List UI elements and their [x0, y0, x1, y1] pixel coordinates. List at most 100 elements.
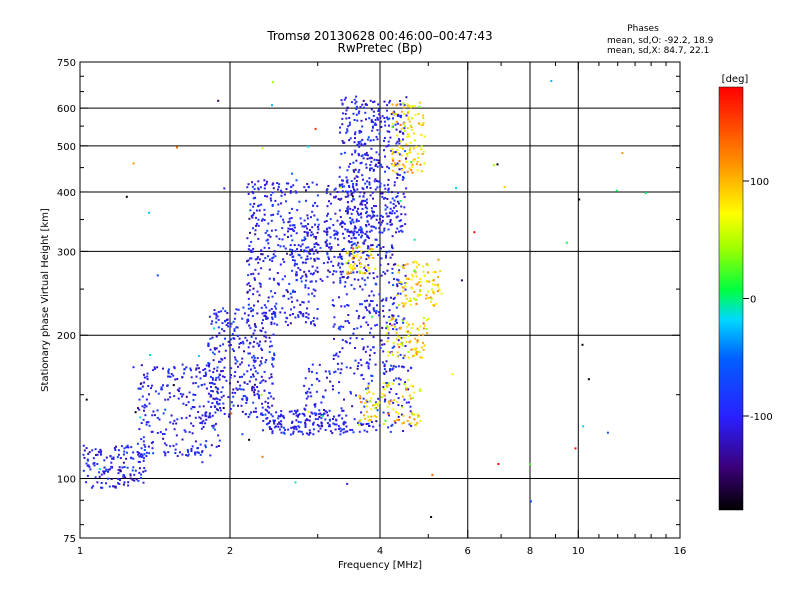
data-point	[351, 153, 354, 156]
data-point	[313, 323, 316, 326]
data-point	[254, 258, 257, 261]
data-point	[384, 155, 386, 158]
data-point	[365, 224, 367, 226]
data-point	[159, 431, 162, 434]
data-point	[347, 211, 349, 214]
data-point	[267, 222, 270, 225]
data-point	[300, 256, 303, 259]
data-point	[421, 124, 424, 126]
data-point	[370, 379, 373, 382]
data-point	[188, 391, 191, 394]
data-point	[392, 354, 395, 356]
data-point	[282, 245, 285, 248]
chart-subtitle: RwPretec (Bp)	[338, 41, 423, 55]
data-point	[496, 163, 499, 166]
data-point	[390, 388, 393, 390]
data-point	[396, 264, 399, 267]
data-point	[396, 355, 399, 358]
data-point	[301, 239, 304, 242]
data-point	[290, 185, 293, 188]
data-point	[145, 405, 148, 408]
data-point	[393, 181, 396, 184]
data-point	[393, 206, 396, 209]
data-point	[325, 192, 328, 194]
data-point	[320, 414, 323, 417]
data-point	[223, 376, 226, 379]
data-point	[391, 314, 394, 317]
data-point	[307, 252, 310, 255]
data-point	[396, 165, 399, 167]
data-point	[247, 259, 250, 262]
data-point	[334, 370, 337, 373]
data-point	[313, 403, 316, 406]
data-point	[194, 451, 196, 454]
data-point	[403, 195, 406, 198]
data-point	[417, 263, 420, 266]
data-point	[271, 404, 274, 407]
data-point	[345, 414, 348, 417]
data-point	[249, 327, 252, 330]
data-point	[232, 388, 235, 391]
data-point	[295, 279, 298, 281]
data-point	[386, 198, 389, 200]
data-point	[213, 353, 216, 356]
data-point	[320, 422, 323, 425]
data-point	[368, 117, 371, 120]
data-point	[205, 387, 208, 390]
data-point	[428, 280, 431, 283]
data-point	[120, 445, 123, 448]
data-point	[311, 250, 314, 252]
data-point	[382, 411, 385, 414]
data-point	[352, 112, 355, 115]
data-point	[397, 415, 400, 418]
data-point	[433, 304, 436, 307]
data-point	[338, 175, 341, 178]
data-point	[311, 265, 314, 268]
data-point	[188, 431, 191, 434]
data-point	[420, 356, 423, 359]
data-point	[246, 260, 248, 263]
data-point	[419, 289, 421, 292]
data-point	[432, 271, 435, 274]
data-point	[85, 398, 88, 401]
data-point	[211, 402, 214, 405]
data-point	[198, 371, 201, 374]
data-point	[384, 197, 387, 199]
data-point	[140, 473, 143, 476]
data-point	[408, 120, 411, 123]
data-point	[212, 371, 215, 374]
data-point	[122, 461, 125, 464]
data-point	[214, 348, 217, 351]
data-point	[140, 456, 143, 459]
data-point	[310, 411, 313, 414]
data-point	[357, 278, 360, 281]
data-point	[253, 356, 256, 359]
data-point	[349, 428, 352, 431]
data-point	[372, 308, 375, 311]
data-point	[355, 231, 358, 234]
data-point	[310, 216, 312, 219]
data-point	[103, 466, 106, 469]
data-point	[123, 450, 126, 453]
data-point	[253, 393, 256, 396]
data-point	[407, 277, 410, 280]
data-point	[419, 420, 422, 422]
data-point	[311, 226, 314, 229]
data-point	[272, 397, 275, 400]
data-point	[361, 208, 364, 210]
data-point	[350, 284, 353, 287]
data-point	[348, 265, 351, 268]
data-point	[369, 331, 371, 334]
data-point	[373, 214, 376, 217]
data-point	[289, 190, 292, 193]
data-point	[386, 116, 388, 119]
data-point	[326, 214, 329, 217]
data-point	[272, 277, 275, 280]
data-point	[361, 338, 364, 340]
data-point	[401, 404, 403, 407]
data-point	[425, 280, 428, 283]
y-tick-label: 400	[57, 188, 76, 199]
data-point	[138, 455, 141, 458]
data-point	[337, 243, 340, 246]
data-point	[341, 249, 344, 251]
